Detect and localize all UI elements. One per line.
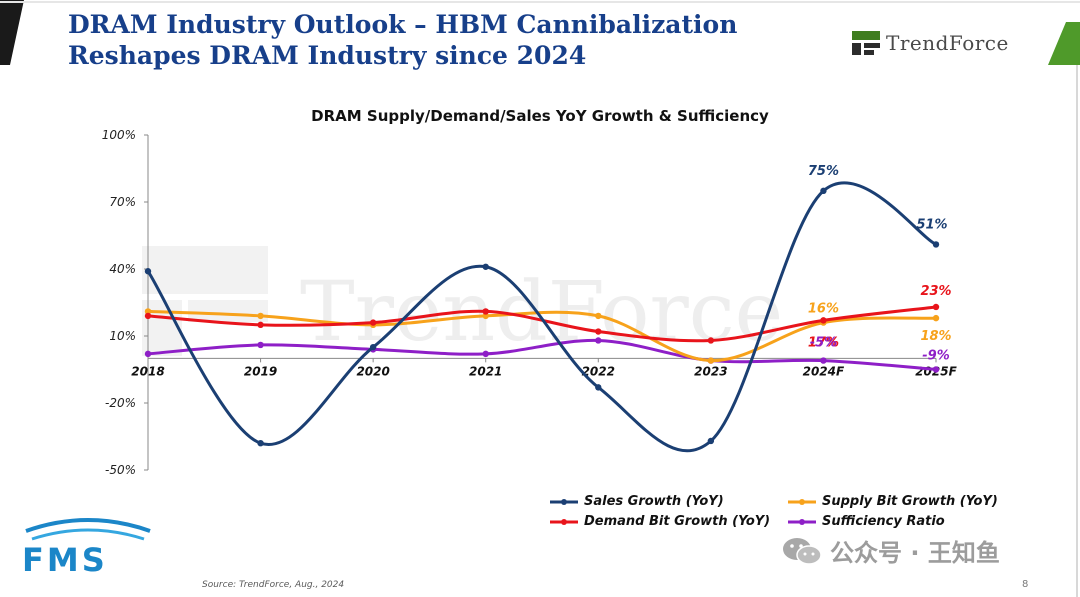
data-label-sales-growth-yoy: 75% [808, 164, 839, 179]
data-point-demand-bit-growth-yoy [257, 321, 264, 329]
x-tick-label: 2018 [131, 364, 164, 378]
data-point-demand-bit-growth-yoy [369, 319, 377, 326]
series-layer [144, 181, 940, 453]
data-point-sales-growth-yoy [257, 440, 264, 447]
x-tick-label: 2020 [356, 364, 389, 378]
left-edge-bar [0, 0, 24, 65]
fms-logo-text: FMS [22, 541, 108, 579]
x-tick-label: 2024F [803, 364, 845, 378]
brand-name: TrendForce [886, 31, 1009, 55]
data-label-demand-bit-growth-yoy: 17% [808, 335, 839, 350]
source-note: Source: TrendForce, Aug., 2024 [202, 580, 345, 590]
legend-supply: Supply Bit Growth (YoY) [788, 494, 998, 509]
legend-demand-label: Demand Bit Growth (YoY) [584, 514, 771, 529]
data-point-supply-bit-growth-yoy [144, 308, 152, 315]
page-title-line1: DRAM Industry Outlook – HBM Cannibalizat… [68, 10, 738, 39]
legend-sales: Sales Growth (YoY) [550, 494, 724, 509]
trendforce-icon [852, 31, 880, 55]
legend-demand: Demand Bit Growth (YoY) [550, 514, 770, 529]
y-tick-label: 70% [109, 195, 136, 209]
right-accent-bar [1048, 22, 1080, 65]
axes: 100% 70% 40% 10% -20% -50% 2018 2019 2020 2021 202… [102, 128, 958, 477]
data-point-supply-bit-growth-yoy [482, 312, 489, 320]
series-line-supply-bit-growth-yoy [147, 309, 937, 363]
data-label-sufficiency-ratio: -5% [810, 336, 837, 351]
legend-sufficiency: Sufficiency Ratio [788, 514, 945, 529]
data-point-demand-bit-growth-yoy [820, 317, 827, 324]
wechat-watermark: 公众号 · 王知鱼 [782, 533, 1000, 568]
data-point-supply-bit-growth-yoy [707, 357, 715, 364]
data-point-supply-bit-growth-yoy [932, 314, 940, 322]
chart-title: DRAM Supply/Demand/Sales YoY Growth & Su… [311, 107, 769, 125]
series-line-sales-growth-yoy [146, 181, 937, 453]
data-point-supply-bit-growth-yoy [257, 312, 264, 320]
data-point-demand-bit-growth-yoy [932, 303, 940, 311]
y-tick-label: -20% [105, 396, 136, 410]
legend-sales-swatch [550, 496, 578, 508]
x-tick-label: 2022 [582, 364, 615, 378]
data-point-sufficiency-ratio [820, 357, 827, 364]
fms-arc-inner-icon [31, 528, 145, 541]
data-point-demand-bit-growth-yoy [144, 312, 152, 320]
fms-logo: FMS [22, 518, 151, 579]
data-label-sales-growth-yoy: 51% [916, 217, 947, 232]
data-point-demand-bit-growth-yoy [707, 337, 715, 344]
legend-supply-swatch [788, 496, 816, 508]
legend-supply-label: Supply Bit Growth (YoY) [822, 494, 998, 509]
series-line-sufficiency-ratio [147, 338, 937, 371]
data-point-sufficiency-ratio [144, 350, 152, 358]
page-number: 8 [1022, 579, 1029, 590]
data-point-demand-bit-growth-yoy [595, 328, 602, 335]
data-point-supply-bit-growth-yoy [595, 312, 602, 320]
x-tick-label: 2023 [694, 364, 727, 378]
data-point-sales-growth-yoy [144, 268, 152, 275]
fms-arc-icon [25, 518, 151, 533]
x-tick-label: 2021 [469, 364, 502, 378]
data-point-sales-growth-yoy [482, 263, 489, 270]
watermark: TrendForce [142, 246, 783, 360]
data-labels: 75% 51% 16% 18% 17% 23% -5% -9% [808, 164, 952, 364]
data-point-demand-bit-growth-yoy [482, 308, 489, 315]
y-tick-label: 10% [109, 329, 136, 343]
x-tick-label: 2019 [244, 364, 277, 378]
data-point-sufficiency-ratio [257, 341, 264, 349]
data-label-supply-bit-growth-yoy: 18% [920, 329, 951, 344]
data-label-sufficiency-ratio: -9% [922, 349, 949, 364]
legend-demand-swatch [550, 516, 578, 528]
y-tick-label: -50% [105, 463, 136, 477]
data-point-sales-growth-yoy [595, 384, 602, 391]
data-point-sufficiency-ratio [595, 337, 602, 344]
y-tick-label: 100% [102, 128, 136, 142]
wechat-icon [783, 537, 822, 565]
data-point-sales-growth-yoy [820, 187, 827, 195]
data-point-sales-growth-yoy [369, 343, 377, 351]
data-label-demand-bit-growth-yoy: 23% [920, 284, 951, 299]
data-label-supply-bit-growth-yoy: 16% [808, 302, 839, 317]
data-point-sufficiency-ratio [482, 350, 489, 358]
brand-logo: TrendForce [852, 28, 1009, 58]
page-title-line2: Reshapes DRAM Industry since 2024 [68, 41, 587, 70]
legend-sufficiency-swatch [788, 516, 816, 528]
wechat-text: 公众号 · 王知鱼 [830, 539, 1000, 567]
legend-sufficiency-label: Sufficiency Ratio [822, 514, 945, 529]
data-point-sales-growth-yoy [932, 241, 940, 248]
legend-sales-label: Sales Growth (YoY) [584, 494, 724, 509]
data-point-sales-growth-yoy [707, 437, 715, 445]
y-tick-label: 40% [109, 262, 136, 276]
data-point-sufficiency-ratio [932, 366, 940, 373]
